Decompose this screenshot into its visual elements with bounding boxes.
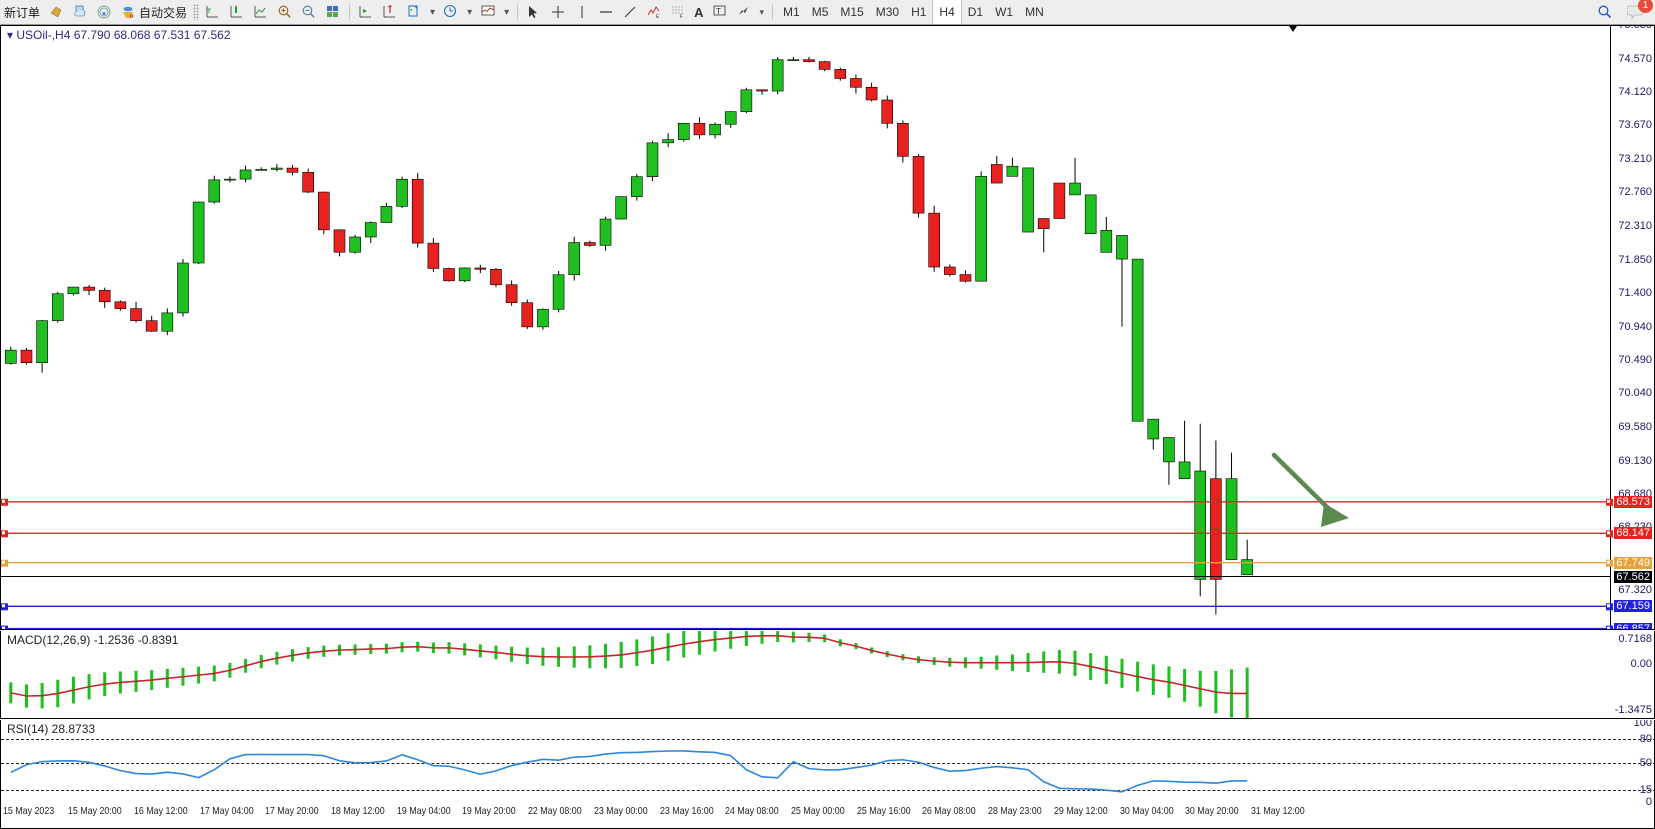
svg-text:E: E	[656, 14, 660, 20]
svg-text:T: T	[716, 7, 721, 16]
svg-text:F: F	[680, 14, 683, 20]
